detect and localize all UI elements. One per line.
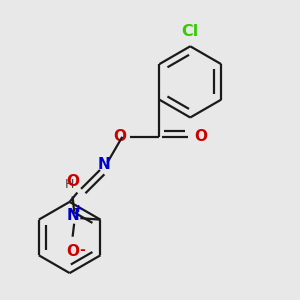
Text: O: O: [66, 244, 79, 259]
Text: O: O: [113, 129, 126, 144]
Text: Cl: Cl: [182, 25, 199, 40]
Text: O: O: [194, 129, 207, 144]
Text: -: -: [79, 243, 85, 257]
Text: O: O: [66, 174, 79, 189]
Text: N: N: [97, 157, 110, 172]
Text: H: H: [65, 178, 74, 191]
Text: +: +: [74, 204, 83, 214]
Text: N: N: [66, 208, 79, 223]
